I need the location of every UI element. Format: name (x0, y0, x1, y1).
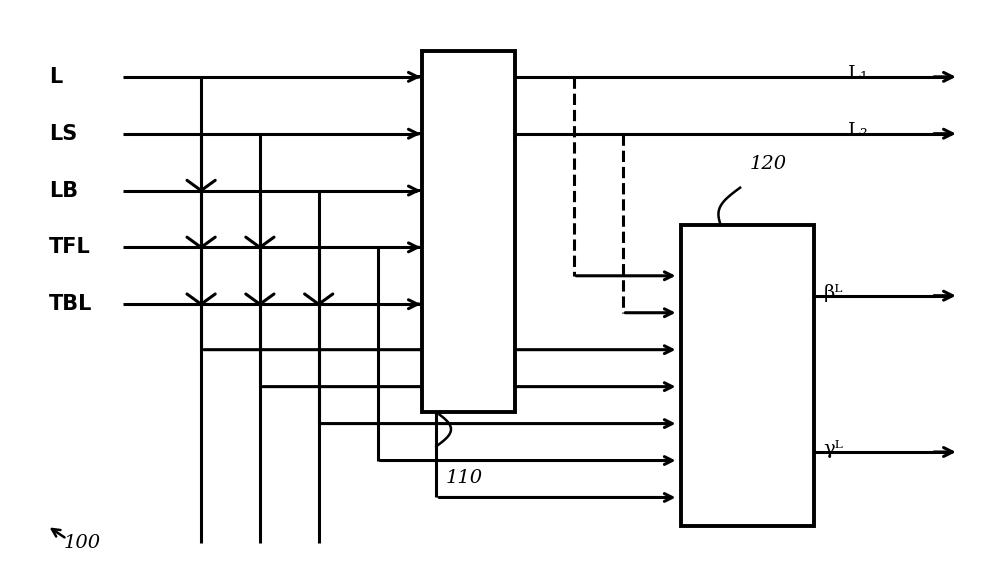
Text: 110: 110 (446, 469, 483, 487)
Text: 100: 100 (64, 534, 101, 552)
Text: 120: 120 (750, 155, 787, 173)
Text: L₂: L₂ (848, 122, 869, 140)
Text: LS: LS (49, 124, 77, 144)
Text: TFL: TFL (49, 237, 91, 258)
Text: TBL: TBL (49, 294, 93, 314)
Bar (422, 51, 515, 412)
Text: L: L (49, 67, 62, 87)
Bar (681, 224, 814, 526)
Text: L₁: L₁ (848, 65, 869, 83)
Text: βᴸ: βᴸ (823, 284, 843, 302)
Text: γᴸ: γᴸ (823, 440, 843, 458)
Text: LB: LB (49, 180, 78, 201)
